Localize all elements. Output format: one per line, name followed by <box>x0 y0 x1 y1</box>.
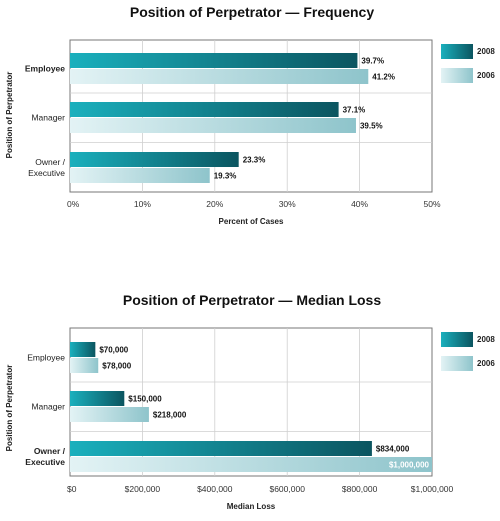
category-label: Employee <box>27 353 65 363</box>
legend-swatch-2006 <box>441 356 473 371</box>
y-axis-label: Position of Perpetrator <box>5 365 14 452</box>
x-tick-label: 50% <box>423 199 440 209</box>
x-tick-label: 20% <box>206 199 223 209</box>
data-label: $70,000 <box>99 346 128 355</box>
bar-2006-manager <box>70 407 149 422</box>
category-label: Executive <box>25 457 65 467</box>
data-label: $834,000 <box>376 445 410 454</box>
bar-2008-employee <box>70 342 96 357</box>
data-label: 23.3% <box>243 156 266 165</box>
x-tick-label: 40% <box>351 199 368 209</box>
data-label: $150,000 <box>128 395 162 404</box>
frequency-chart: Position of Perpetrator — Frequency Posi… <box>5 4 495 226</box>
bar-2008-manager <box>70 391 125 406</box>
bar-2006-manager <box>70 118 356 133</box>
data-label: 19.3% <box>214 172 237 181</box>
bar-2008-employee <box>70 53 358 68</box>
data-label: $1,000,000 <box>389 461 430 470</box>
x-tick-label: 0% <box>67 199 80 209</box>
bar-2006-employee <box>70 69 369 84</box>
x-axis-label: Median Loss <box>227 502 276 511</box>
x-tick-label: $800,000 <box>342 484 378 494</box>
data-label: 37.1% <box>343 106 366 115</box>
data-label: 39.5% <box>360 122 383 131</box>
x-tick-label: 10% <box>134 199 151 209</box>
x-tick-label: $200,000 <box>125 484 161 494</box>
legend-swatch-2008 <box>441 44 473 59</box>
x-axis-label: Percent of Cases <box>219 217 284 226</box>
data-label: 41.2% <box>372 73 395 82</box>
data-label: $218,000 <box>153 411 187 420</box>
legend-label-2006: 2006 <box>477 71 495 80</box>
legend-swatch-2006 <box>441 68 473 83</box>
chart-title: Position of Perpetrator — Median Loss <box>123 292 381 308</box>
category-label: Employee <box>25 64 65 74</box>
category-label: Executive <box>28 168 65 178</box>
x-tick-label: $0 <box>67 484 77 494</box>
data-label: $78,000 <box>102 362 131 371</box>
category-label: Owner / <box>35 157 65 167</box>
chart-title: Position of Perpetrator — Frequency <box>130 4 374 20</box>
bar-2008-manager <box>70 102 339 117</box>
data-label: 39.7% <box>361 57 384 66</box>
legend-swatch-2008 <box>441 332 473 347</box>
y-axis-label: Position of Perpetrator <box>5 72 14 159</box>
x-tick-label: 30% <box>279 199 296 209</box>
legend-label-2008: 2008 <box>477 47 495 56</box>
bar-2008-owner-executive <box>70 152 239 167</box>
legend-label-2008: 2008 <box>477 335 495 344</box>
bar-2006-owner-executive <box>70 168 210 183</box>
legend-label-2006: 2006 <box>477 359 495 368</box>
category-label: Manager <box>31 113 65 123</box>
bar-2006-owner-executive <box>70 457 432 472</box>
median-loss-chart: Position of Perpetrator — Median Loss Po… <box>5 292 495 511</box>
bar-2006-employee <box>70 358 99 373</box>
bar-2008-owner-executive <box>70 441 372 456</box>
category-label: Manager <box>31 402 65 412</box>
x-tick-label: $1,000,000 <box>411 484 454 494</box>
category-label: Owner / <box>34 446 66 456</box>
x-tick-label: $600,000 <box>269 484 305 494</box>
x-tick-label: $400,000 <box>197 484 233 494</box>
